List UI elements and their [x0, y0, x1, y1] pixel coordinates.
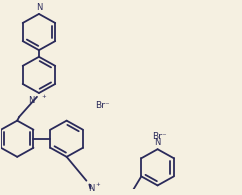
Text: Br⁻: Br⁻ — [95, 101, 110, 110]
Text: N: N — [154, 138, 161, 147]
Text: Br⁻: Br⁻ — [152, 132, 166, 141]
Text: N: N — [88, 183, 95, 192]
Text: +: + — [95, 182, 100, 187]
Text: N: N — [29, 96, 35, 105]
Text: +: + — [41, 94, 46, 99]
Text: N: N — [36, 3, 42, 12]
